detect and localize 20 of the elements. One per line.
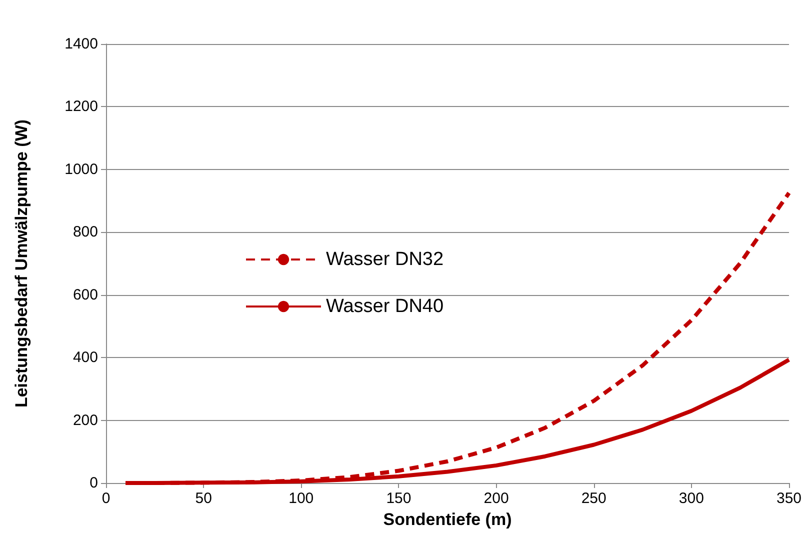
y-tick-label: 800 <box>72 224 98 241</box>
y-tick-label: 1400 <box>64 36 98 52</box>
y-tick-label: 0 <box>90 474 98 492</box>
y-tick-label: 400 <box>72 349 98 366</box>
x-tick-label: 50 <box>195 490 212 507</box>
x-tick-label: 250 <box>581 490 606 507</box>
y-tick-label: 1200 <box>64 98 98 116</box>
y-axis-title: Leistungsbedarf Umwälzpumpe (W) <box>12 119 31 408</box>
x-tick-label: 0 <box>102 490 110 507</box>
y-tick-label: 1000 <box>64 160 98 178</box>
x-tick-label: 300 <box>678 490 704 507</box>
x-tick-label: 200 <box>484 490 509 507</box>
legend-label: Wasser DN32 <box>326 249 444 270</box>
x-axis-title: Sondentiefe (m) <box>383 510 512 529</box>
y-tick-label: 600 <box>72 286 98 304</box>
y-tick-label: 200 <box>72 412 98 429</box>
x-tick-label: 350 <box>776 490 802 507</box>
x-tick-label: 150 <box>386 490 412 507</box>
legend-label: Wasser DN40 <box>326 296 444 317</box>
x-tick-label: 100 <box>288 490 314 507</box>
